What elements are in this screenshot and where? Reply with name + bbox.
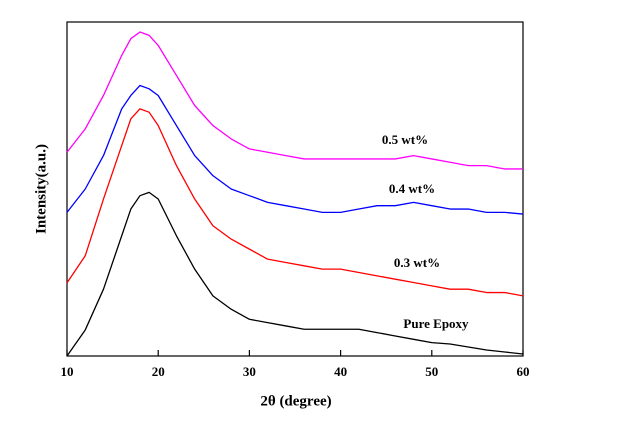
series-line <box>66 84 524 215</box>
plot-frame <box>66 21 524 357</box>
series-label: 0.5 wt% <box>382 132 428 147</box>
x-tick-label: 40 <box>334 364 347 379</box>
x-tick-label: 20 <box>152 364 165 379</box>
series-label: 0.4 wt% <box>389 181 435 196</box>
x-tick-label: 60 <box>517 364 530 379</box>
x-tick-label: 10 <box>61 364 74 379</box>
series-line <box>66 31 523 170</box>
series-label: Pure Epoxy <box>403 316 469 331</box>
series-line <box>66 191 524 357</box>
y-axis-label: Intensity(a.u.) <box>33 144 49 234</box>
x-axis-label: 2θ (degree) <box>260 393 331 409</box>
series-line <box>66 108 524 297</box>
x-tick-label: 30 <box>243 364 256 379</box>
x-tick-label: 50 <box>425 364 438 379</box>
series-label: 0.3 wt% <box>394 255 440 270</box>
